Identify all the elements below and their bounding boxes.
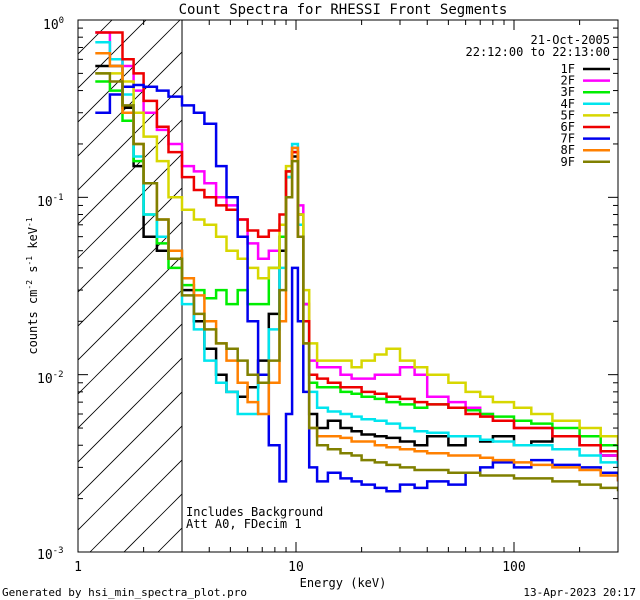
legend-label-3f: 3F — [561, 85, 575, 99]
plot-frame — [77, 19, 619, 553]
hatch-line — [78, 289, 183, 395]
svg-text:10-2: 10-2 — [37, 370, 64, 387]
hatch-line — [78, 20, 113, 55]
legend-label-8f: 8F — [561, 143, 575, 157]
svg-text:10-3: 10-3 — [37, 546, 64, 563]
hatch-line — [78, 119, 183, 225]
hatch-line — [78, 357, 183, 463]
date-label: 21-Oct-2005 — [531, 33, 610, 47]
hatch-line — [78, 221, 183, 327]
y-tick-label-minus1: 10-1 — [37, 193, 64, 210]
svg-text:10-1: 10-1 — [37, 193, 64, 210]
legend-label-7f: 7F — [561, 132, 575, 146]
y-tick-label-0: 100 — [43, 16, 64, 33]
hatch-line — [89, 459, 183, 552]
legend-label-6f: 6F — [561, 120, 575, 134]
y-tick-label-minus3: 10-3 — [37, 546, 64, 563]
hatch-line — [78, 20, 147, 89]
hatch-line — [78, 425, 183, 531]
y-axis-label: counts cm-2 s-1 keV-1 — [25, 217, 40, 354]
series-line-9f — [95, 72, 618, 492]
annotation-attenuator: Att A0, FDecim 1 — [186, 517, 302, 531]
hatch-line — [78, 51, 183, 157]
y-tick-label-minus2: 10-2 — [37, 370, 64, 387]
hatch-line — [78, 187, 183, 293]
x-tick-label-10: 10 — [288, 560, 304, 575]
legend-label-5f: 5F — [561, 108, 575, 122]
legend-label-1f: 1F — [561, 62, 575, 76]
series-line-6f — [95, 31, 618, 461]
footer-generated-by: Generated by hsi_min_spectra_plot.pro — [2, 586, 247, 599]
legend-label-4f: 4F — [561, 97, 575, 111]
time-range-label: 22:12:00 to 22:13:00 — [466, 45, 611, 59]
hatch-line — [78, 391, 183, 497]
hatch-line — [78, 20, 181, 123]
hatch-region — [78, 20, 183, 552]
legend-label-2f: 2F — [561, 74, 575, 88]
legend-label-9f: 9F — [561, 155, 575, 169]
hatch-line — [78, 255, 183, 361]
x-axis-label: Energy (keV) — [300, 576, 387, 590]
series-line-5f — [95, 72, 618, 446]
chart-title: Count Spectra for RHESSI Front Segments — [179, 2, 508, 18]
footer-timestamp: 13-Apr-2023 20:17 — [523, 586, 636, 599]
series-line-4f — [95, 40, 618, 468]
x-tick-label-100: 100 — [502, 560, 525, 575]
annotation-background: Includes Background — [186, 505, 323, 519]
svg-text:100: 100 — [43, 16, 64, 33]
series-line-3f — [95, 80, 618, 456]
x-tick-label-1: 1 — [74, 560, 82, 575]
hatch-line — [78, 85, 183, 191]
hatch-line — [78, 20, 79, 21]
